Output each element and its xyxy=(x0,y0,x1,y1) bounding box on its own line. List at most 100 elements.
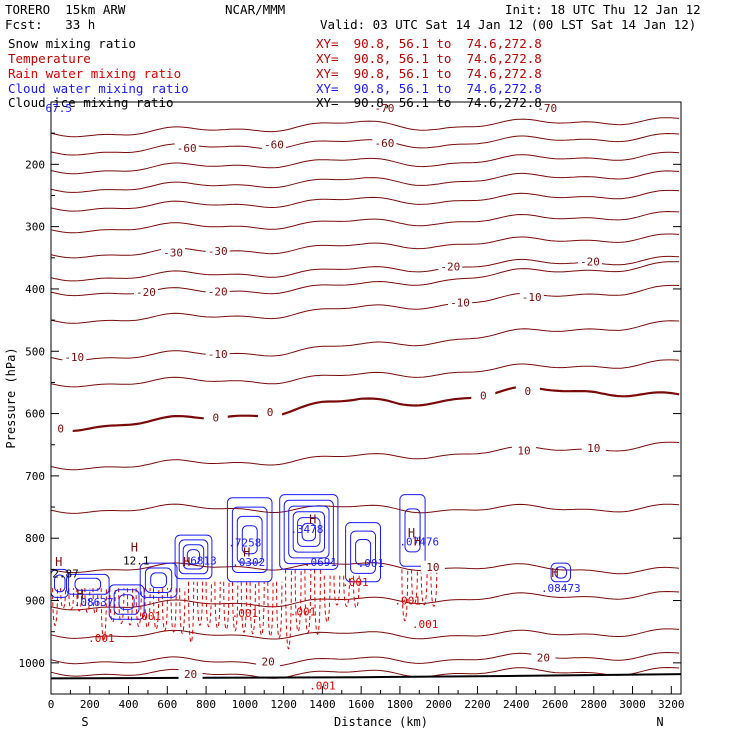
isotherm-label-bg-1-0 xyxy=(174,141,199,154)
rain-contour-1-2 xyxy=(118,588,125,625)
isotherm-label-bg-18-0 xyxy=(256,655,281,668)
isotherm-line-18 xyxy=(50,651,680,667)
x-tick-label-5: 1000 xyxy=(232,698,259,711)
rain-contour-1-4 xyxy=(135,588,142,627)
isotherm-lines xyxy=(50,117,680,679)
forecast-hour: Fcst: 33 h xyxy=(5,17,96,32)
isotherm-label-bg-12-4 xyxy=(515,385,540,398)
isotherm-label-bg-19-0 xyxy=(178,667,203,680)
cloud-water-contour-6-1 xyxy=(283,499,334,565)
contour-value-label-2: -70 xyxy=(537,102,557,115)
rain-contour-5-2 xyxy=(420,569,428,606)
y-axis-label: Pressure (hPa) xyxy=(4,347,18,448)
contour-value-label-6: .001 xyxy=(342,576,369,589)
valid-time: Valid: 03 UTC Sat 14 Jan 12 (00 LST Sat … xyxy=(320,17,697,32)
isotherm-label-18-0: 20 xyxy=(261,656,274,669)
rain-contour-1-0 xyxy=(100,588,107,640)
x-tick-label-13: 2600 xyxy=(542,698,569,711)
y-tick-label-6: 800 xyxy=(25,532,45,545)
contour-value-label-0: 67.5 xyxy=(46,102,73,115)
y-tick-label-0: 200 xyxy=(25,158,45,171)
x-tick-label-11: 2200 xyxy=(464,698,491,711)
cloud-water-contour-0-1 xyxy=(54,574,66,593)
y-tick-label-1: 300 xyxy=(25,221,45,234)
contour-value-label-21: 12.1 xyxy=(123,555,150,568)
rain-contour-1-8 xyxy=(170,588,177,633)
init-time: Init: 18 UTC Thu 12 Jan 12 xyxy=(505,2,701,17)
rain-contour-3-3 xyxy=(314,569,321,635)
rain-contour-0-5 xyxy=(92,588,99,614)
high-marker-8: H xyxy=(551,566,558,580)
isotherm-label-bg-12-1 xyxy=(203,411,228,424)
isotherm-line-5 xyxy=(50,210,680,234)
cloud-water-contour-9-1 xyxy=(554,566,568,579)
rain-contour-2-4 xyxy=(223,581,230,630)
rain-contour-1-7 xyxy=(161,588,168,631)
y-tick-label-8: 1000 xyxy=(19,657,46,670)
rain-contour-2-5 xyxy=(232,581,239,632)
isotherm-line-11 xyxy=(50,359,680,388)
y-tick-label-4: 600 xyxy=(25,408,45,421)
rain-contour-2-0 xyxy=(188,581,195,643)
high-marker-0: H xyxy=(55,555,62,569)
x-tick-label-1: 200 xyxy=(80,698,100,711)
isotherm-line-15 xyxy=(50,562,680,575)
terrain-surface xyxy=(50,673,682,680)
cloud-water-contour-6-5 xyxy=(301,522,317,542)
high-marker-4: H xyxy=(243,546,250,560)
x-tick-label-14: 2800 xyxy=(581,698,608,711)
isotherm-line-19 xyxy=(50,666,680,679)
plot-frame xyxy=(50,101,682,695)
isotherm-label-bg-12-2 xyxy=(258,405,283,418)
x-tick-label-10: 2000 xyxy=(425,698,452,711)
field-name-temperature: Temperature xyxy=(8,51,91,66)
field-xy-snow: XY= 90.8, 56.1 to 74.6,272.8 xyxy=(316,36,542,51)
isotherm-label-10-0: -10 xyxy=(64,351,84,364)
high-marker-6: H xyxy=(408,526,415,540)
cloud-water-contour-5-1 xyxy=(231,506,268,574)
cloud-water-contour-3-0 xyxy=(139,562,178,598)
field-name-rain: Rain water mixing ratio xyxy=(8,66,182,81)
rain-contour-2-7 xyxy=(249,581,256,635)
rain-contour-1-6 xyxy=(153,588,160,630)
rain-contour-0-3 xyxy=(76,588,83,612)
isotherm-label-8-0: -20 xyxy=(136,286,156,299)
isotherm-label-bg-6-1 xyxy=(205,245,230,258)
rain-contour-0-1 xyxy=(60,588,66,609)
contour-value-label-7: .001 xyxy=(394,595,421,608)
cloud-water-contour-2-1 xyxy=(113,589,140,615)
field-xy-cloud-water: XY= 90.8, 56.1 to 74.6,272.8 xyxy=(316,81,542,96)
isotherm-label-18-1: 20 xyxy=(537,651,550,664)
rain-contour-1-5 xyxy=(144,588,151,628)
isotherm-line-17 xyxy=(50,628,680,640)
field-name-snow: Snow mixing ratio xyxy=(8,36,136,51)
y-tick-label-7: 900 xyxy=(25,595,45,608)
cloud-water-contour-3-2 xyxy=(150,572,167,589)
contour-value-label-13: .6813 xyxy=(184,555,217,568)
isotherm-label-8-1: -20 xyxy=(208,286,228,299)
isotherm-label-6-1: -30 xyxy=(208,245,228,258)
terrain-line xyxy=(50,673,682,680)
isotherm-label-12-3: 0 xyxy=(480,389,487,402)
cloud-water-contour-2-2 xyxy=(118,594,135,610)
x-tick-label-3: 600 xyxy=(157,698,177,711)
contour-value-label-5: .001 xyxy=(290,606,317,619)
rain-contour-0-4 xyxy=(84,588,91,613)
isotherm-label-bg-1-2 xyxy=(372,137,397,150)
rain-contour-1-3 xyxy=(126,588,134,626)
high-marker-2: H xyxy=(183,555,190,569)
contour-value-label-3: .001 xyxy=(135,610,162,623)
cloud-water-contour-6-0 xyxy=(279,494,339,570)
contour-value-label-12: .7258 xyxy=(228,537,261,550)
cloud-water-contour-7-1 xyxy=(350,530,377,574)
field-xy-rain: XY= 90.8, 56.1 to 74.6,272.8 xyxy=(316,66,542,81)
isotherm-label-12-0: 0 xyxy=(57,422,64,435)
x-axis-north-label: N xyxy=(656,715,663,729)
rain-contour-5-3 xyxy=(430,569,438,607)
isotherm-label-bg-10-1 xyxy=(205,347,230,360)
x-tick-label-4: 800 xyxy=(196,698,216,711)
y-tick-label-2: 400 xyxy=(25,283,45,296)
x-tick-label-8: 1600 xyxy=(348,698,375,711)
